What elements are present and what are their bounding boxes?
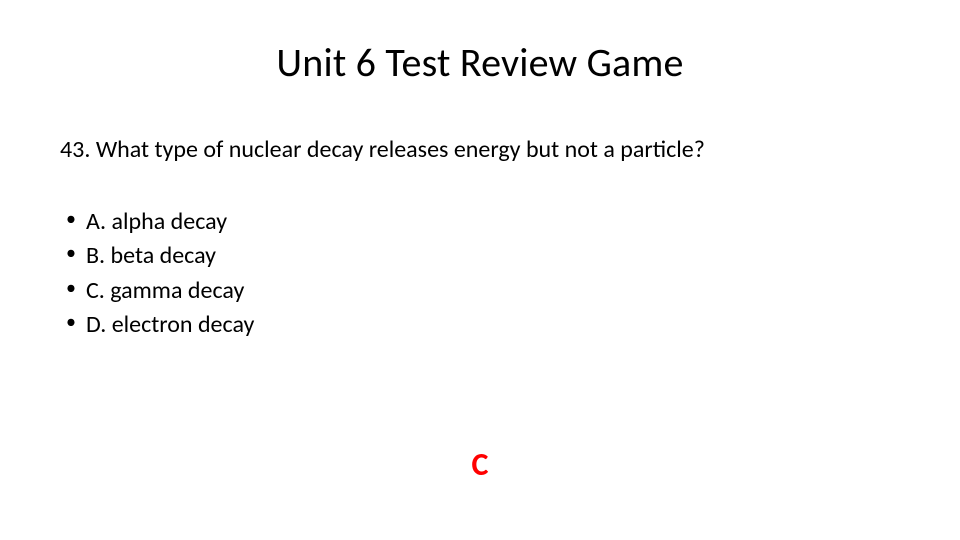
question-text: 43. What type of nuclear decay releases …	[60, 135, 900, 164]
slide-title: Unit 6 Test Review Game	[60, 38, 900, 87]
answer-letter: C	[0, 445, 960, 484]
option-c: C. gamma decay	[66, 275, 900, 307]
slide: Unit 6 Test Review Game 43. What type of…	[0, 0, 960, 540]
option-a: A. alpha decay	[66, 206, 900, 238]
option-b: B. beta decay	[66, 240, 900, 272]
option-d: D. electron decay	[66, 309, 900, 341]
options-list: A. alpha decay B. beta decay C. gamma de…	[60, 206, 900, 342]
